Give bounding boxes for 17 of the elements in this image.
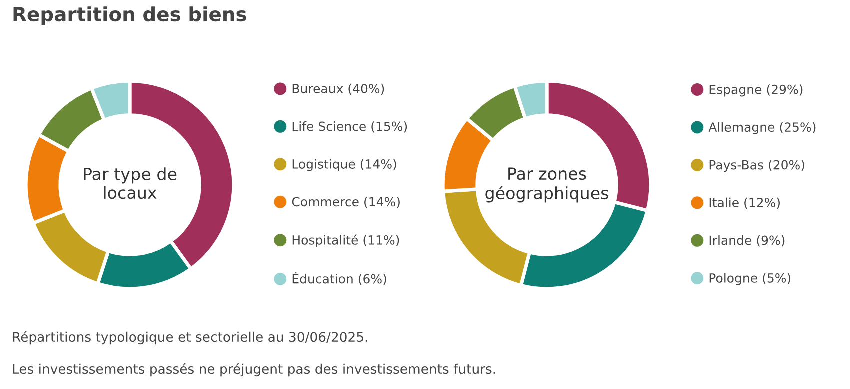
legend-label: Espagne (29%) — [710, 84, 803, 97]
legend-label: Life Science (15%) — [292, 122, 408, 133]
text: Répartitions typologique et sectorielle au 30/06/2025. — [13, 331, 368, 345]
legend-label: Éducation (6%) — [292, 272, 386, 286]
legend-label: Logistique (14%) — [292, 159, 396, 172]
legend-label: Hospitalité (11%) — [292, 234, 400, 248]
legend-label: Pologne (5%) — [710, 273, 791, 286]
legend-label: Pays-Bas (20%) — [710, 160, 804, 172]
text: Repartition des biens — [14, 6, 246, 26]
legend-label: Allemagne (25%) — [708, 122, 816, 134]
legend-label: Irlande (9%) — [710, 236, 785, 247]
legend-label: Italie (12%) — [710, 198, 780, 209]
text: Par zones géographiques — [486, 168, 608, 203]
legend-label: Bureaux (40%) — [292, 84, 384, 95]
legend-label: Commerce (14%) — [292, 197, 400, 208]
text: Par type de locaux — [84, 168, 177, 200]
text: Les investissements passés ne préjugent pas des investissements futurs. — [13, 363, 496, 377]
